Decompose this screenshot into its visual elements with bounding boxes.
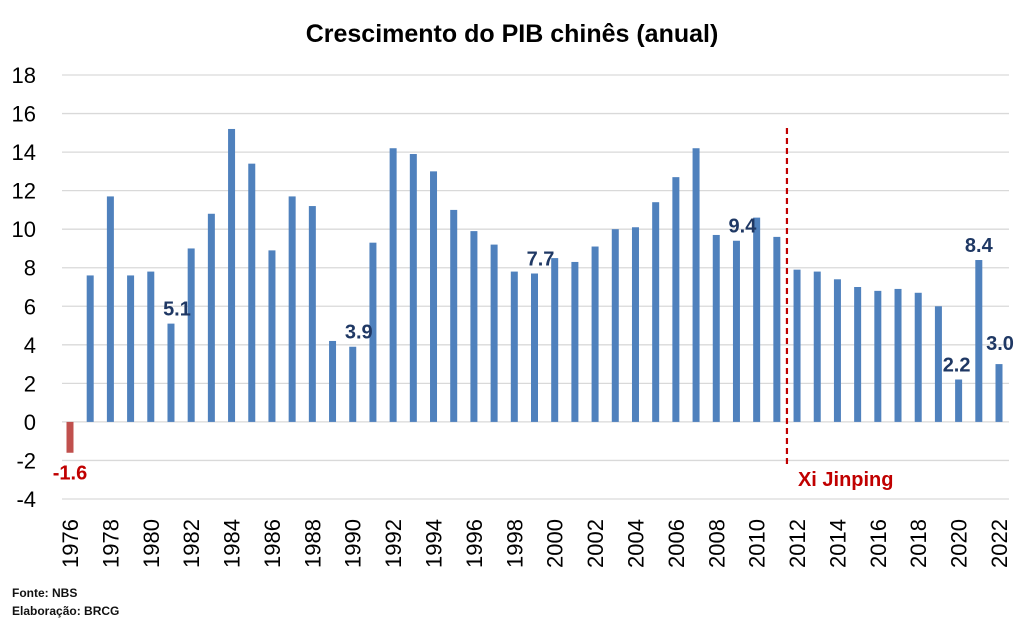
data-label: 5.1 [163, 299, 191, 321]
data-label: 7.7 [527, 249, 555, 271]
bar-2012 [793, 269, 801, 422]
x-tick-label: 2020 [947, 519, 972, 568]
y-tick-label: 2 [24, 371, 36, 396]
bar-1978 [106, 196, 114, 422]
bar-2018 [914, 292, 922, 422]
bar-2011 [773, 236, 781, 422]
x-tick-label: 2018 [906, 519, 931, 568]
x-tick-label: 1976 [58, 519, 83, 568]
chart-title: Crescimento do PIB chinês (anual) [306, 20, 719, 48]
x-tick-label: 1980 [139, 519, 164, 568]
y-tick-label: 4 [24, 333, 36, 358]
bar-1985 [248, 163, 256, 422]
data-label: 8.4 [965, 235, 994, 257]
data-label: -1.6 [53, 463, 87, 485]
bar-1989 [329, 340, 337, 422]
bar-1983 [207, 213, 215, 422]
bar-1982 [187, 248, 195, 422]
bar-2002 [591, 246, 599, 422]
bar-2014 [833, 279, 841, 422]
y-tick-label: 8 [24, 256, 36, 281]
y-tick-label: -2 [16, 448, 36, 473]
bar-2009 [732, 240, 740, 422]
x-tick-label: 2010 [745, 519, 770, 568]
y-tick-label: 18 [12, 63, 36, 88]
bar-1976 [66, 421, 74, 453]
data-label: 9.4 [729, 216, 758, 238]
y-tick-label: 0 [24, 410, 36, 435]
x-tick-label: 2008 [704, 519, 729, 568]
bar-2019 [934, 306, 942, 422]
bar-1987 [288, 196, 296, 422]
x-tick-label: 2004 [623, 519, 648, 568]
bar-1988 [308, 206, 316, 422]
x-tick-label: 2000 [543, 519, 568, 568]
bar-1993 [409, 154, 417, 422]
bar-1992 [389, 148, 397, 422]
x-tick-label: 1986 [260, 519, 285, 568]
bar-2008 [712, 234, 720, 422]
bar-1991 [369, 242, 377, 422]
xi-jinping-annotation: Xi Jinping [798, 469, 894, 491]
y-tick-label: 10 [12, 217, 36, 242]
x-tick-label: 1998 [502, 519, 527, 568]
bar-2016 [874, 290, 882, 422]
bar-1990 [349, 346, 357, 422]
y-tick-label: 12 [12, 179, 36, 204]
bar-1980 [147, 271, 155, 422]
bar-1986 [268, 250, 276, 422]
x-tick-label: 1984 [220, 519, 245, 568]
bar-2020 [955, 379, 963, 422]
x-tick-label: 1994 [422, 519, 447, 568]
bar-1977 [86, 275, 94, 422]
bar-2000 [551, 258, 559, 422]
x-tick-label: 1990 [341, 519, 366, 568]
x-tick-label: 2006 [664, 519, 689, 568]
x-tick-label: 1978 [98, 519, 123, 568]
x-tick-label: 2014 [825, 519, 850, 568]
bar-2003 [611, 229, 619, 422]
x-tick-label: 1996 [462, 519, 487, 568]
bar-2017 [894, 288, 902, 422]
y-tick-label: 16 [12, 102, 36, 127]
x-tick-label: 1988 [300, 519, 325, 568]
bar-1996 [470, 231, 478, 422]
x-tick-label: 2012 [785, 519, 810, 568]
bar-1997 [490, 244, 498, 422]
bar-2013 [813, 271, 821, 422]
x-tick-label: 2016 [866, 519, 891, 568]
y-tick-label: -4 [16, 487, 36, 512]
data-label: 3.0 [986, 333, 1014, 355]
data-label: 2.2 [943, 355, 971, 377]
bar-2006 [672, 177, 680, 422]
bar-2007 [692, 148, 700, 422]
bar-1994 [430, 171, 438, 422]
bar-2001 [571, 261, 579, 422]
x-tick-label: 1992 [381, 519, 406, 568]
data-label: 3.9 [345, 322, 373, 344]
y-tick-label: 6 [24, 294, 36, 319]
bar-2005 [652, 202, 660, 422]
bar-1984 [228, 128, 236, 422]
bar-1999 [531, 273, 538, 422]
bar-2004 [631, 227, 639, 422]
bar-1979 [127, 275, 135, 422]
author-note: Elaboração: BRCG [12, 604, 120, 618]
bar-1981 [167, 323, 175, 422]
bar-2022 [995, 364, 1003, 422]
x-tick-label: 2002 [583, 519, 608, 568]
x-tick-label: 1982 [179, 519, 204, 568]
y-tick-label: 14 [12, 140, 36, 165]
bar-2021 [975, 260, 983, 422]
bar-1995 [450, 209, 458, 422]
bar-2010 [753, 217, 761, 422]
bar-1998 [510, 271, 518, 422]
x-tick-label: 2022 [987, 519, 1012, 568]
bar-2015 [854, 287, 862, 422]
source-note: Fonte: NBS [12, 586, 78, 600]
